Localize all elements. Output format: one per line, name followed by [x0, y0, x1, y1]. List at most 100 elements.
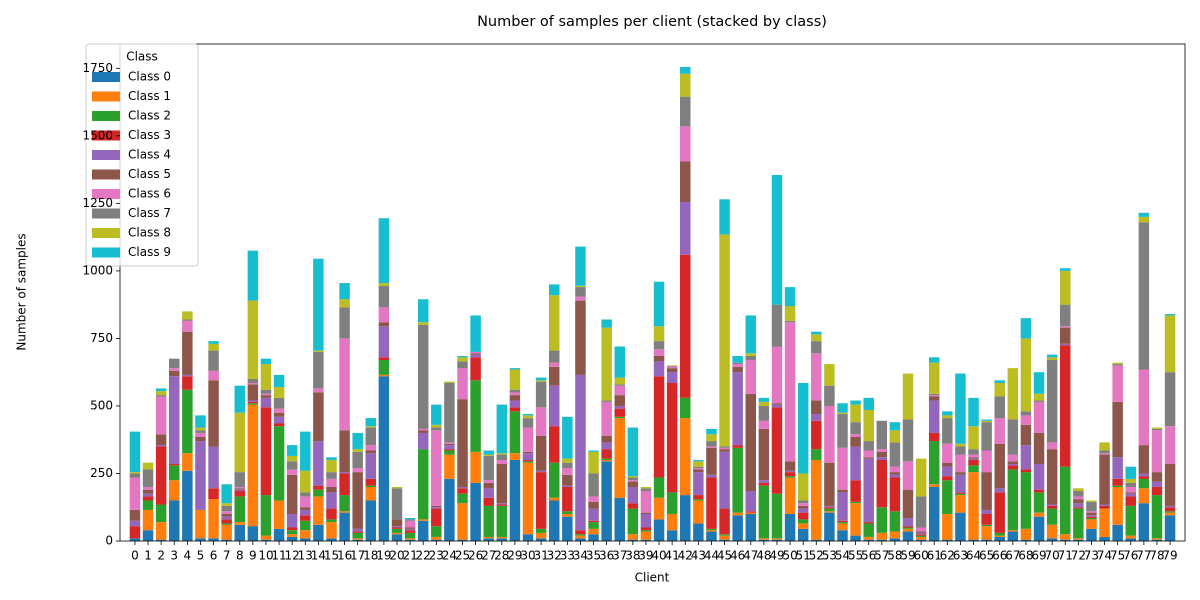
bar-segment: [1059, 466, 1071, 535]
bar-segment: [771, 175, 783, 305]
bar-segment: [797, 508, 809, 513]
bar-segment: [182, 374, 193, 377]
bar-segment: [1151, 428, 1163, 431]
bar-segment: [365, 426, 377, 428]
bar-segment: [496, 536, 508, 539]
bar-segment: [496, 404, 508, 454]
bar-segment: [313, 388, 324, 393]
bar-segment: [666, 368, 678, 373]
bar-segment: [732, 372, 743, 446]
bar-segment: [247, 250, 259, 301]
bar-segment: [837, 489, 848, 493]
bar-segment: [208, 499, 219, 539]
bar-segment: [771, 404, 783, 408]
bar-segment: [509, 453, 521, 460]
bar-segment: [234, 385, 246, 413]
bar-segment: [706, 477, 717, 529]
bar-segment: [915, 535, 927, 537]
bar-segment: [1099, 505, 1110, 509]
bar-segment: [1059, 327, 1071, 344]
bar-segment: [142, 486, 154, 490]
bar-segment: [942, 415, 953, 419]
bar-segment: [1086, 519, 1097, 529]
bar-segment: [286, 469, 298, 475]
bar-segment: [286, 445, 298, 456]
bar-segment: [234, 524, 246, 541]
bar-segment: [666, 513, 678, 531]
bar-segment: [1007, 465, 1019, 470]
bar-segment: [824, 462, 835, 506]
bar-segment: [286, 461, 298, 470]
bar-segment: [378, 307, 390, 323]
bar-segment: [863, 539, 874, 541]
bar-segment: [260, 539, 272, 541]
bar-segment: [260, 389, 272, 394]
bar-segment: [666, 492, 678, 514]
bar-segment: [784, 472, 796, 477]
bar-segment: [562, 516, 573, 541]
bar-segment: [548, 426, 560, 463]
bar-segment: [575, 296, 586, 301]
bar-segment: [483, 455, 494, 481]
x-tick-label: 0: [131, 549, 139, 563]
bar-segment: [732, 362, 743, 365]
bar-segment: [313, 524, 324, 541]
bar-segment: [837, 530, 848, 541]
bar-segment: [339, 472, 350, 474]
bar-segment: [208, 488, 219, 500]
x-tick-label: 53: [822, 549, 837, 563]
bar-segment: [758, 482, 770, 486]
bar-segment: [444, 381, 455, 383]
bar-segment: [693, 495, 704, 500]
bar-segment: [955, 493, 966, 496]
bar-segment: [863, 522, 874, 524]
bar-segment: [286, 513, 298, 528]
x-tick-label: 7: [223, 549, 231, 563]
bar-segment: [169, 358, 180, 369]
bar-segment: [863, 536, 874, 540]
bar-segment: [575, 534, 586, 536]
x-tick-label: 18: [363, 549, 378, 563]
bar-segment: [562, 485, 573, 487]
bar-segment: [614, 497, 625, 541]
bar-segment: [208, 341, 219, 344]
bar-segment: [182, 320, 193, 332]
bar-segment: [286, 527, 298, 531]
bar-segment: [483, 480, 494, 483]
bar-segment: [915, 534, 927, 536]
bar-segment: [1086, 528, 1097, 541]
bar-segment: [1099, 442, 1110, 451]
bar-segment: [981, 420, 992, 423]
bar-segment: [640, 491, 652, 513]
bar-segment: [129, 477, 141, 510]
bar-segment: [234, 491, 246, 497]
bar-segment: [169, 368, 180, 371]
bar-segment: [614, 385, 625, 396]
bar-segment: [955, 472, 966, 475]
bar-segment: [1112, 478, 1123, 486]
bar-segment: [758, 485, 770, 539]
bar-segment: [483, 538, 494, 541]
bar-segment: [719, 446, 730, 448]
bar-segment: [496, 464, 508, 504]
bar-segment: [155, 504, 167, 523]
legend-title: Class: [126, 50, 158, 64]
bar-segment: [496, 503, 508, 505]
bar-segment: [942, 443, 953, 463]
x-tick-label: 21: [402, 549, 417, 563]
bar-segment: [208, 538, 219, 541]
bar-segment: [548, 350, 560, 363]
bar-segment: [234, 522, 246, 525]
bar-segment: [1112, 485, 1123, 487]
y-tick-label: 750: [90, 331, 113, 345]
plot-frame: [119, 43, 1186, 542]
bar-segment: [535, 381, 547, 408]
bar-segment: [601, 449, 612, 459]
bar-segment: [155, 539, 167, 541]
bar-segment: [968, 472, 979, 540]
bar-segment: [653, 361, 665, 377]
bar-segment: [444, 443, 455, 446]
bar-segment: [1059, 539, 1071, 541]
bar-segment: [680, 73, 691, 97]
bar-segment: [889, 430, 901, 443]
